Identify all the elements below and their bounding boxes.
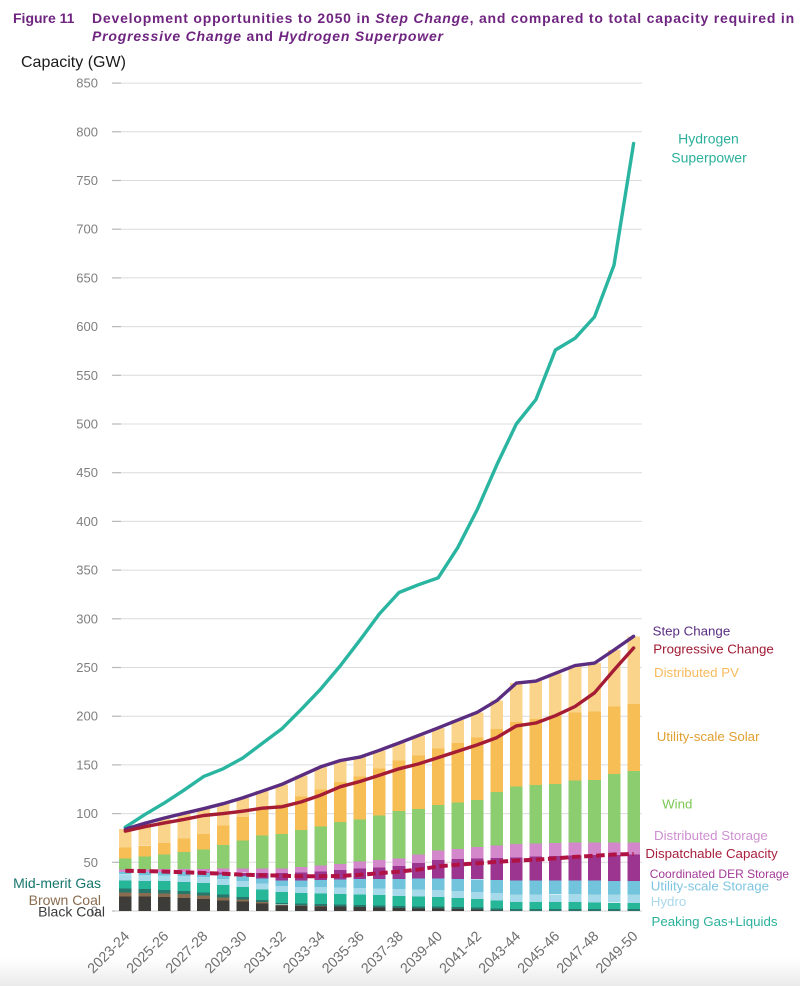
svg-text:550: 550 xyxy=(76,368,98,383)
svg-text:Hydro: Hydro xyxy=(651,894,686,909)
svg-text:350: 350 xyxy=(76,563,98,578)
svg-text:200: 200 xyxy=(76,709,98,724)
svg-text:50: 50 xyxy=(84,855,98,870)
svg-text:Utility-scale Solar: Utility-scale Solar xyxy=(657,729,760,744)
svg-text:Black Coal: Black Coal xyxy=(38,904,105,920)
svg-text:850: 850 xyxy=(76,76,98,91)
svg-text:650: 650 xyxy=(76,270,98,285)
svg-text:300: 300 xyxy=(76,611,98,626)
svg-text:250: 250 xyxy=(76,660,98,675)
svg-text:Superpower: Superpower xyxy=(671,150,747,166)
svg-text:Capacity (GW): Capacity (GW) xyxy=(21,54,126,71)
svg-text:Wind: Wind xyxy=(662,797,692,812)
svg-text:Distributed Storage: Distributed Storage xyxy=(654,828,768,843)
svg-text:Peaking Gas+Liquids: Peaking Gas+Liquids xyxy=(652,914,778,929)
svg-text:700: 700 xyxy=(76,222,98,237)
svg-text:Distributed PV: Distributed PV xyxy=(654,665,739,680)
svg-text:0: 0 xyxy=(91,904,98,919)
svg-text:Utility-scale Storage: Utility-scale Storage xyxy=(651,879,769,894)
svg-text:400: 400 xyxy=(76,514,98,529)
svg-text:800: 800 xyxy=(76,124,98,139)
svg-text:450: 450 xyxy=(76,465,98,480)
svg-text:750: 750 xyxy=(76,173,98,188)
svg-text:Step Change: Step Change xyxy=(653,624,731,639)
svg-text:Hydrogen: Hydrogen xyxy=(678,131,739,147)
svg-text:Mid-merit Gas: Mid-merit Gas xyxy=(13,875,101,891)
svg-text:Dispatchable Capacity: Dispatchable Capacity xyxy=(645,846,778,861)
svg-text:600: 600 xyxy=(76,319,98,334)
svg-text:Progressive Change: Progressive Change xyxy=(653,642,773,657)
svg-text:Coordinated DER Storage: Coordinated DER Storage xyxy=(650,867,790,881)
svg-text:Brown Coal: Brown Coal xyxy=(29,892,101,908)
svg-text:500: 500 xyxy=(76,417,98,432)
svg-text:100: 100 xyxy=(76,806,98,821)
svg-text:150: 150 xyxy=(76,757,98,772)
